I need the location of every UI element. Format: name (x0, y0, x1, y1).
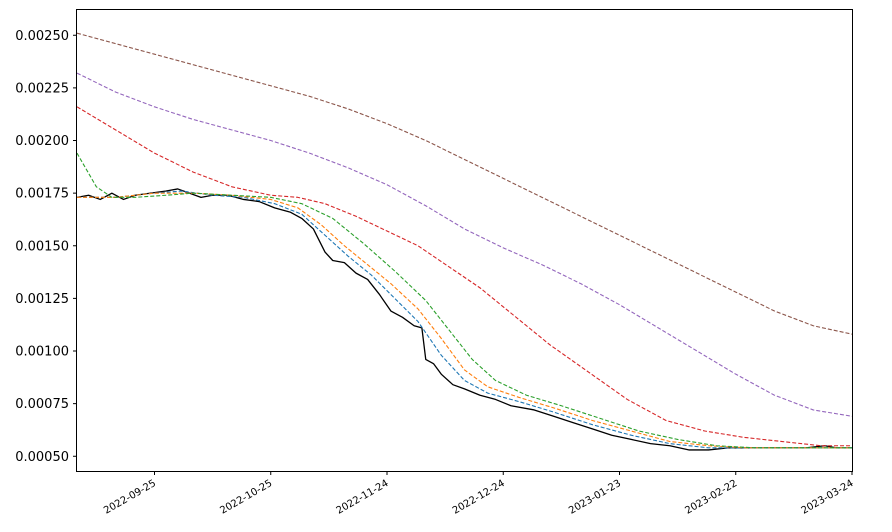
y-tick-label: 0.00125 (15, 292, 69, 307)
y-tick-label: 0.00225 (15, 81, 69, 96)
series-line-5 (76, 106, 852, 447)
y-tick-label: 0.00200 (15, 134, 69, 149)
series-line-4 (76, 152, 852, 449)
series-layer (76, 32, 853, 451)
y-tick-label: 0.00250 (15, 29, 69, 44)
y-tick-label: 0.00050 (15, 450, 69, 465)
y-tick-label: 0.00175 (15, 187, 69, 202)
series-line-3 (77, 192, 852, 449)
y-tick-label: 0.00075 (15, 397, 69, 412)
y-tick-label: 0.00100 (15, 345, 69, 360)
series-line-2 (77, 190, 852, 449)
series-line-6 (76, 72, 853, 417)
plot-frame (76, 9, 853, 472)
series-line-7 (76, 32, 853, 335)
y-tick-label: 0.00150 (15, 239, 69, 254)
